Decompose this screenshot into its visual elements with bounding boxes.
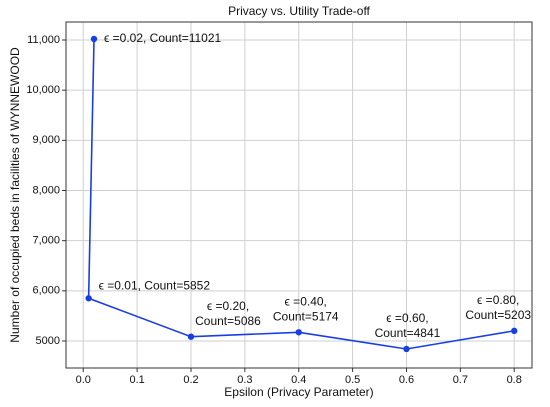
annotation: ϵ =0.80, <box>477 293 519 307</box>
annotation: ϵ =0.20, <box>207 299 249 313</box>
y-tick-label: 7,000 <box>32 235 60 247</box>
annotation: Count=5203 <box>465 308 531 322</box>
x-tick-label: 0.1 <box>129 374 144 386</box>
annotation: ϵ =0.60, <box>386 311 428 325</box>
chart-title: Privacy vs. Utility Trade-off <box>228 4 370 18</box>
x-tick-label: 0.8 <box>507 374 522 386</box>
y-tick-label: 11,000 <box>27 34 60 46</box>
x-tick-label: 0.4 <box>291 374 306 386</box>
annotation: ϵ =0.02, Count=11021 <box>104 31 222 45</box>
annotation: Count=5174 <box>273 309 339 323</box>
x-axis-label: Epsilon (Privacy Parameter) <box>224 385 373 399</box>
x-tick-label: 0.5 <box>345 374 360 386</box>
y-tick-label: 9,000 <box>32 134 60 146</box>
annotation: ϵ =0.40, <box>285 294 327 308</box>
point <box>187 333 195 340</box>
x-tick-label: 0.2 <box>183 374 198 386</box>
point <box>511 327 518 335</box>
x-tick-label: 0.7 <box>453 374 468 386</box>
point <box>85 295 92 302</box>
plot-frame <box>65 21 533 369</box>
x-tick-label: 0.0 <box>76 374 91 386</box>
y-tick-label: 5000 <box>36 335 60 347</box>
y-tick-label: 6,000 <box>32 285 60 297</box>
point <box>403 345 410 353</box>
annotation: Count=5086 <box>195 314 261 328</box>
annotation: Count=4841 <box>375 326 441 340</box>
annotation: ϵ =0.01, Count=5852 <box>99 278 211 292</box>
series-line <box>87 38 515 350</box>
y-tick-label: 10,000 <box>26 84 60 96</box>
x-tick-label: 0.3 <box>237 374 252 386</box>
x-tick-label: 0.6 <box>399 374 414 386</box>
y-tick-label: 8,000 <box>32 184 60 196</box>
point <box>295 329 302 336</box>
point <box>90 35 98 43</box>
y-axis-label: Number of occupied beds in facilities of… <box>8 47 22 343</box>
